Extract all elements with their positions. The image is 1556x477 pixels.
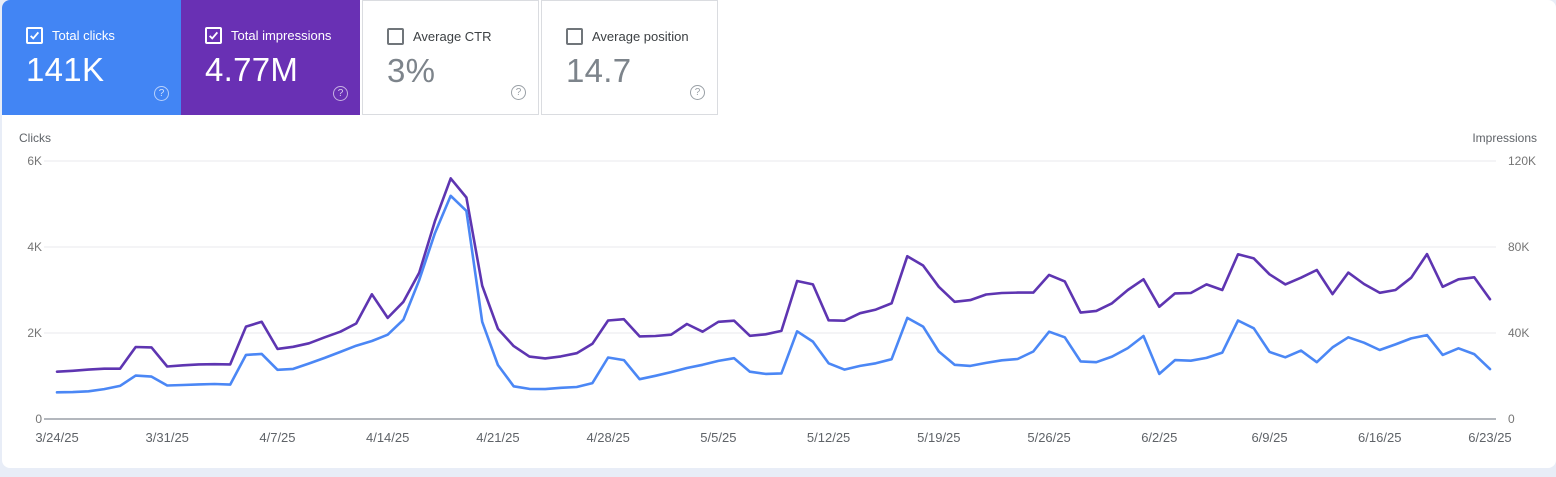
help-icon[interactable]: [333, 86, 348, 101]
metric-label: Total impressions: [231, 28, 332, 43]
series-line-total-impressions: [55, 177, 1492, 374]
metric-card-total-clicks[interactable]: Total clicks 141K: [2, 0, 181, 115]
metric-label: Average position: [592, 29, 689, 44]
right-axis-tick: 40K: [1508, 326, 1529, 340]
x-axis-label: 3/24/25: [35, 430, 78, 445]
left-axis-title: Clicks: [19, 131, 51, 145]
series-line-total-clicks: [55, 194, 1492, 394]
metric-label: Total clicks: [52, 28, 115, 43]
checkbox-checked-icon[interactable]: [26, 27, 43, 44]
checkbox-icon[interactable]: [566, 28, 583, 45]
metric-card-total-impressions[interactable]: Total impressions 4.77M: [181, 0, 360, 115]
x-axis-label: 6/9/25: [1251, 430, 1287, 445]
x-axis-label: 5/5/25: [700, 430, 736, 445]
metric-value: 14.7: [566, 52, 632, 89]
x-axis-label: 4/21/25: [476, 430, 519, 445]
x-axis-label: 6/2/25: [1141, 430, 1177, 445]
right-axis-tick: 0: [1508, 412, 1515, 426]
right-axis-tick: 120K: [1508, 154, 1536, 168]
x-axis-label: 5/19/25: [917, 430, 960, 445]
left-axis-tick: 2K: [27, 326, 42, 340]
metric-value: 3%: [387, 52, 436, 89]
right-axis-title: Impressions: [1472, 131, 1537, 145]
metric-label: Average CTR: [413, 29, 492, 44]
x-axis-label: 3/31/25: [146, 430, 189, 445]
metric-card-header: Average position: [566, 28, 717, 45]
left-axis-tick: 6K: [27, 154, 42, 168]
performance-chart[interactable]: 6K 4K 2K 0 120K 80K 40K 0 3/24/25 3/31/25 4/7/25 4/…: [2, 0, 1556, 468]
x-axis-label: 4/7/25: [259, 430, 295, 445]
help-icon[interactable]: [511, 85, 526, 100]
left-axis-tick: 4K: [27, 240, 42, 254]
left-axis-tick: 0: [35, 412, 42, 426]
metric-card-header: Total impressions: [205, 27, 360, 44]
right-axis-tick: 80K: [1508, 240, 1529, 254]
x-axis-label: 4/28/25: [586, 430, 629, 445]
x-axis-label: 6/16/25: [1358, 430, 1401, 445]
metric-card-average-ctr[interactable]: Average CTR 3%: [362, 0, 539, 115]
metric-cards-row: Total clicks 141K Total impressions 4.77…: [2, 0, 718, 115]
help-icon[interactable]: [690, 85, 705, 100]
x-axis-label: 6/23/25: [1468, 430, 1511, 445]
metric-card-header: Total clicks: [26, 27, 181, 44]
x-axis-label: 4/14/25: [366, 430, 409, 445]
metric-value: 141K: [26, 51, 105, 88]
checkbox-checked-icon[interactable]: [205, 27, 222, 44]
metric-card-header: Average CTR: [387, 28, 538, 45]
metric-card-average-position[interactable]: Average position 14.7: [541, 0, 718, 115]
x-axis-label: 5/26/25: [1027, 430, 1070, 445]
metric-value: 4.77M: [205, 51, 299, 88]
checkbox-icon[interactable]: [387, 28, 404, 45]
performance-panel: Total clicks 141K Total impressions 4.77…: [2, 0, 1556, 468]
help-icon[interactable]: [154, 86, 169, 101]
x-axis-label: 5/12/25: [807, 430, 850, 445]
